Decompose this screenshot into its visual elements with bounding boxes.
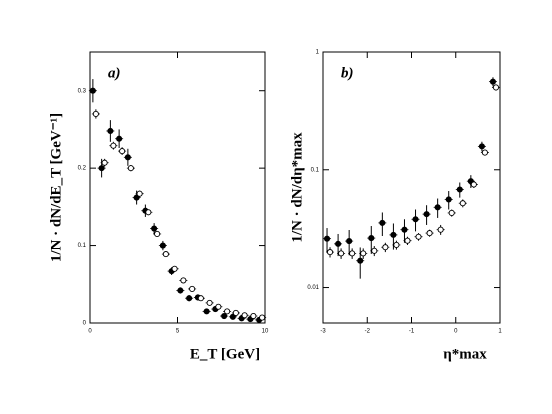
panel-label: a) xyxy=(108,65,121,81)
point xyxy=(154,230,161,238)
point xyxy=(382,244,389,251)
point xyxy=(133,194,140,201)
point xyxy=(89,87,96,94)
point xyxy=(229,313,236,320)
x-axis-label: E_T [GeV] xyxy=(190,346,260,362)
point xyxy=(423,211,430,218)
point xyxy=(335,240,342,247)
point xyxy=(159,242,166,249)
point xyxy=(346,238,353,245)
y-tick-label: 0.1 xyxy=(311,167,320,173)
point xyxy=(110,142,117,149)
point xyxy=(224,308,231,315)
point xyxy=(119,148,126,155)
point xyxy=(127,165,134,172)
point xyxy=(180,277,187,284)
point xyxy=(203,308,210,315)
y-tick-label: 0 xyxy=(83,321,87,327)
point xyxy=(259,314,266,321)
point xyxy=(162,251,169,258)
x-tick-label: 0 xyxy=(454,329,458,335)
point xyxy=(107,127,114,135)
point xyxy=(250,312,257,320)
point xyxy=(326,249,334,256)
point xyxy=(177,287,184,294)
y-tick-label: 1 xyxy=(316,50,320,56)
point xyxy=(489,78,497,85)
plot-frame xyxy=(89,51,266,324)
point xyxy=(470,181,477,188)
point xyxy=(171,265,178,272)
y-axis-label: 1/N · dN/dη*max xyxy=(289,132,305,243)
y-tick-label: 0.3 xyxy=(78,88,87,94)
point xyxy=(189,285,196,292)
point xyxy=(136,190,143,197)
point xyxy=(98,165,105,172)
y-tick-label: 0.1 xyxy=(78,243,87,249)
point xyxy=(456,186,463,193)
x-tick-label: 0 xyxy=(88,329,92,335)
x-tick-label: 1 xyxy=(498,329,502,335)
point xyxy=(481,149,488,156)
point xyxy=(186,295,193,302)
point xyxy=(151,225,158,232)
point xyxy=(197,295,204,302)
point xyxy=(401,226,408,233)
point xyxy=(434,204,441,211)
point xyxy=(415,233,422,240)
point xyxy=(116,135,123,142)
point xyxy=(393,241,400,248)
point xyxy=(426,230,433,237)
point xyxy=(101,159,108,166)
point xyxy=(349,250,356,257)
point xyxy=(371,247,378,254)
point xyxy=(390,231,397,238)
point xyxy=(492,84,500,91)
point xyxy=(357,257,364,264)
point xyxy=(215,303,222,310)
point xyxy=(412,216,419,223)
y-tick-label: 0.2 xyxy=(78,166,87,172)
x-axis-label: η*max xyxy=(443,346,487,362)
point xyxy=(232,309,239,316)
point xyxy=(338,250,345,257)
point xyxy=(92,110,99,117)
point xyxy=(241,312,248,319)
point xyxy=(404,237,411,244)
point xyxy=(379,219,386,226)
y-tick-label: 0.01 xyxy=(307,285,319,291)
point xyxy=(459,200,466,207)
x-tick-label: -3 xyxy=(320,329,326,335)
y-axis-label: 1/N · dN/dE_T [GeV⁻¹] xyxy=(48,113,64,262)
point xyxy=(221,312,228,320)
x-tick-label: -2 xyxy=(365,329,371,335)
point xyxy=(145,209,152,216)
point xyxy=(323,235,331,242)
point xyxy=(437,226,444,233)
point xyxy=(478,143,485,150)
x-tick-label: 5 xyxy=(176,329,180,335)
point xyxy=(448,209,455,216)
panel-label: b) xyxy=(341,65,354,81)
point xyxy=(124,154,131,161)
point xyxy=(368,235,375,242)
x-tick-label: 10 xyxy=(262,329,269,335)
point xyxy=(360,250,367,257)
point xyxy=(445,196,452,203)
point xyxy=(206,299,213,306)
x-tick-label: -1 xyxy=(409,329,415,335)
